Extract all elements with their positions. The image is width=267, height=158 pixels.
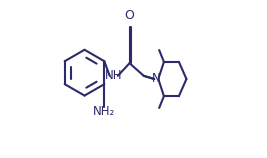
Text: N: N [152, 73, 161, 85]
Text: NH₂: NH₂ [93, 105, 116, 118]
Text: O: O [125, 9, 135, 22]
Text: NH: NH [105, 69, 123, 82]
